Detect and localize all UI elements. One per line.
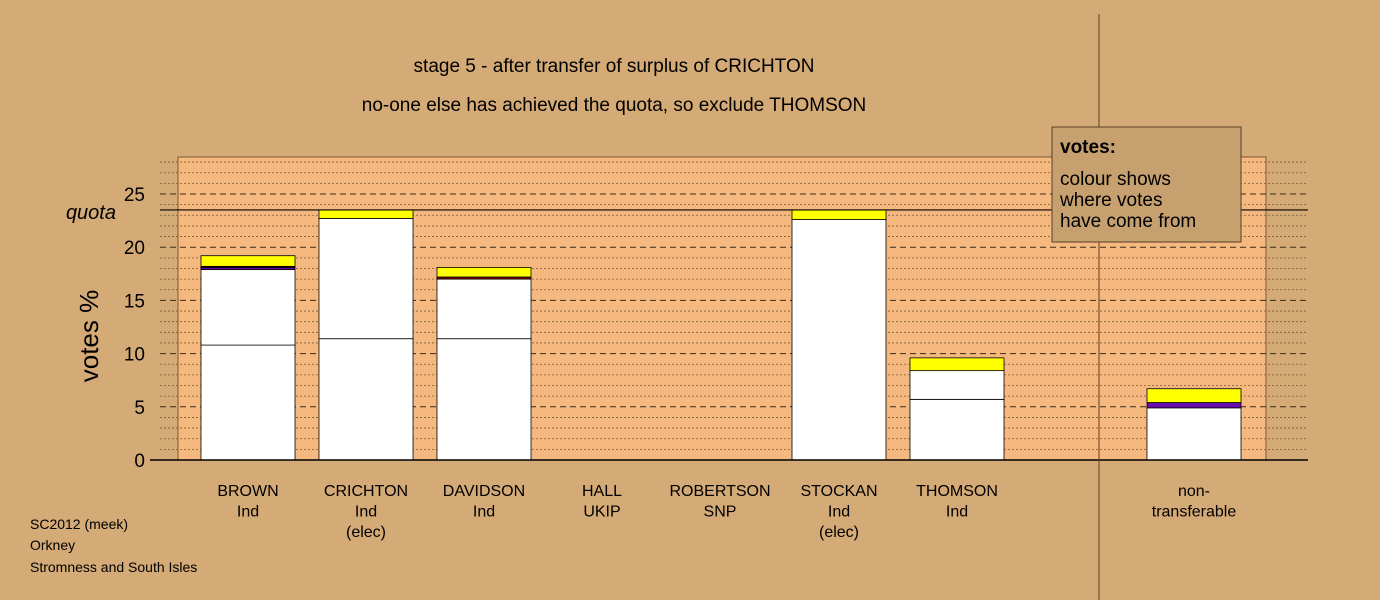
legend-heading: votes: xyxy=(1060,137,1116,158)
x-label: Ind xyxy=(237,504,259,521)
bar-segment-transfer xyxy=(318,218,414,340)
x-label: CRICHTON xyxy=(324,483,408,500)
bar-segment-first xyxy=(200,344,296,461)
x-label: STOCKAN xyxy=(800,483,877,500)
bar-segment-crichton xyxy=(436,267,532,278)
x-label: Ind xyxy=(355,504,377,521)
chart-title-line2: no-one else has achieved the quota, so e… xyxy=(362,95,867,116)
y-tick-label: 15 xyxy=(124,291,145,312)
footer-line: Orkney xyxy=(30,537,75,553)
bars xyxy=(200,209,1242,461)
bar-segment-crichton xyxy=(791,209,887,220)
x-label: DAVIDSON xyxy=(443,483,525,500)
legend-line: where votes xyxy=(1059,190,1162,211)
bar-segment-first xyxy=(318,338,414,461)
bar-segment-crichton xyxy=(318,209,414,219)
x-label: Ind xyxy=(828,504,850,521)
chart-title-line1: stage 5 - after transfer of surplus of C… xyxy=(414,56,815,77)
x-label: THOMSON xyxy=(916,483,998,500)
x-label: ROBERTSON xyxy=(669,483,770,500)
y-tick-label: 20 xyxy=(124,238,145,259)
x-label: SNP xyxy=(704,504,737,521)
x-label: (elec) xyxy=(819,524,859,541)
bar-segment-crichton xyxy=(909,357,1005,372)
legend-box xyxy=(1051,126,1242,243)
bar-segment-transfer xyxy=(436,278,532,340)
bar-segment-first xyxy=(791,219,887,461)
bar-segment-transfer xyxy=(909,370,1005,400)
bar-segment-first xyxy=(436,338,532,461)
x-label: (elec) xyxy=(346,524,386,541)
x-label: Ind xyxy=(473,504,495,521)
y-tick-labels: 0 5 10 15 20 25 xyxy=(124,185,145,472)
bar-segment-transfer xyxy=(200,269,296,346)
bar-segment-crichton xyxy=(200,255,296,267)
y-tick-label: 0 xyxy=(134,451,145,472)
y-tick-label: 25 xyxy=(124,185,145,206)
bar-segment-first xyxy=(1146,407,1242,461)
y-tick-label: 10 xyxy=(124,345,145,366)
footer-line: Stromness and South Isles xyxy=(30,559,197,575)
x-label: BROWN xyxy=(217,483,278,500)
legend-line: colour shows xyxy=(1060,169,1171,190)
footer-line: SC2012 (meek) xyxy=(30,516,128,532)
x-label: UKIP xyxy=(583,504,620,521)
y-axis-label: votes % xyxy=(74,290,104,383)
x-labels: BROWN Ind CRICHTON Ind (elec) DAVIDSON Ind HALL… xyxy=(217,483,1236,541)
y-tick-label: 5 xyxy=(134,398,145,419)
x-label: Ind xyxy=(946,504,968,521)
legend: votes: colour shows where votes have com… xyxy=(1051,126,1242,243)
x-label: HALL xyxy=(582,483,622,500)
bar-segment-first xyxy=(909,398,1005,461)
x-label: non- xyxy=(1178,483,1210,500)
legend-line: have come from xyxy=(1060,211,1196,232)
x-label: transferable xyxy=(1152,504,1237,521)
bar-segment-hall xyxy=(1146,402,1242,409)
bar-segment-crichton xyxy=(1146,388,1242,403)
quota-label: quota xyxy=(66,202,116,224)
